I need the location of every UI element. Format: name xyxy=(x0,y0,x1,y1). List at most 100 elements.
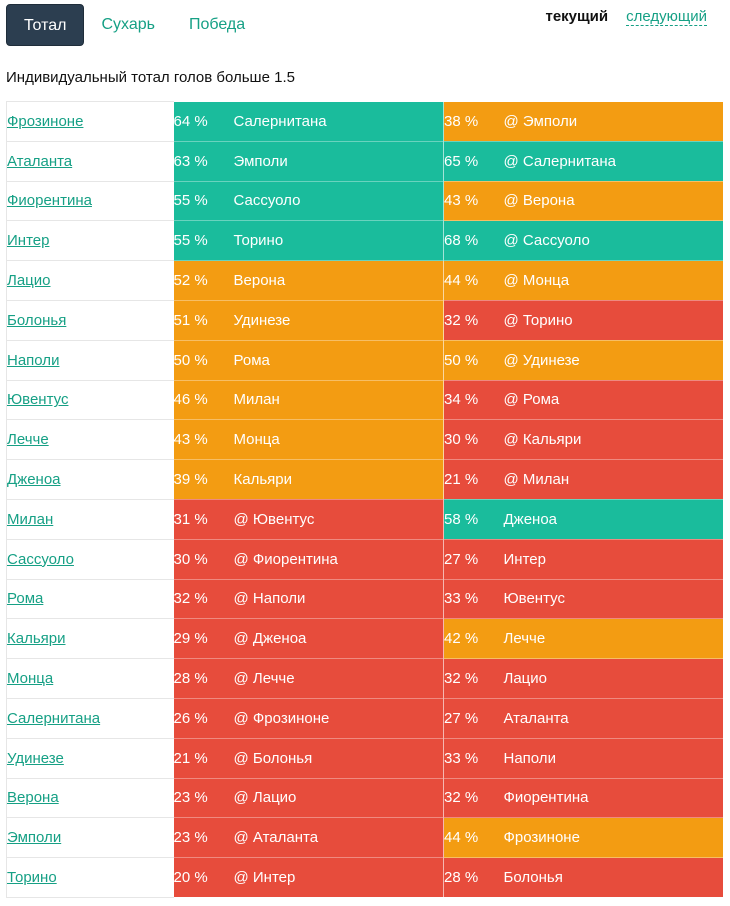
current-match-opponent: @ Наполи xyxy=(233,578,444,619)
current-match-opponent: Милан xyxy=(233,379,444,420)
current-match-percent: 51 % xyxy=(173,299,234,341)
table-row: Кальяри 29 % @ Дженоа 42 % Лечче xyxy=(6,618,723,659)
team-cell: Лацио xyxy=(6,260,174,301)
current-match-percent: 52 % xyxy=(173,260,234,301)
period-current[interactable]: текущий xyxy=(545,8,609,25)
next-match-opponent: @ Сассуоло xyxy=(503,220,723,261)
period-next[interactable]: следующий xyxy=(626,8,707,26)
team-link[interactable]: Сассуоло xyxy=(7,550,74,568)
team-link[interactable]: Монца xyxy=(7,670,54,688)
current-match-percent: 39 % xyxy=(173,459,234,500)
next-match-opponent: Фрозиноне xyxy=(503,817,723,858)
current-match-percent: 20 % xyxy=(173,857,234,898)
team-cell: Удинезе xyxy=(6,737,174,779)
team-link[interactable]: Лечче xyxy=(7,431,49,449)
current-match-opponent: Эмполи xyxy=(233,140,444,182)
team-link[interactable]: Милан xyxy=(7,510,54,528)
team-cell: Фрозиноне xyxy=(6,101,174,142)
tab-clean-sheet[interactable]: Сухарь xyxy=(101,16,155,33)
current-match-percent: 29 % xyxy=(173,618,234,659)
current-match-percent: 46 % xyxy=(173,379,234,420)
next-match-opponent: @ Удинезе xyxy=(503,339,723,381)
team-cell: Лечче xyxy=(6,419,174,460)
table-row: Верона 23 % @ Лацио 32 % Фиорентина xyxy=(6,777,723,818)
team-cell: Сассуоло xyxy=(6,538,174,580)
table-row: Лечче 43 % Монца 30 % @ Кальяри xyxy=(6,419,723,460)
table-row: Торино 20 % @ Интер 28 % Болонья xyxy=(6,857,723,898)
team-cell: Верона xyxy=(6,777,174,818)
table-row: Наполи 50 % Рома 50 % @ Удинезе xyxy=(6,339,723,381)
team-link[interactable]: Салернитана xyxy=(7,709,101,727)
table-row: Удинезе 21 % @ Болонья 33 % Наполи xyxy=(6,737,723,779)
next-match-percent: 44 % xyxy=(443,817,504,858)
current-match-opponent: @ Интер xyxy=(233,857,444,898)
team-cell: Салернитана xyxy=(6,697,174,739)
next-match-opponent: Дженоа xyxy=(503,498,723,540)
team-link[interactable]: Верона xyxy=(7,789,59,807)
team-link[interactable]: Болонья xyxy=(7,311,67,329)
table-row: Дженоа 39 % Кальяри 21 % @ Милан xyxy=(6,459,723,500)
table-row: Фиорентина 55 % Сассуоло 43 % @ Верона xyxy=(6,180,723,221)
team-link[interactable]: Ювентус xyxy=(7,391,69,409)
team-link[interactable]: Лацио xyxy=(7,272,51,290)
table-row: Эмполи 23 % @ Аталанта 44 % Фрозиноне xyxy=(6,817,723,858)
next-match-percent: 21 % xyxy=(443,459,504,500)
current-match-percent: 31 % xyxy=(173,498,234,540)
next-match-percent: 58 % xyxy=(443,498,504,540)
current-match-opponent: Салернитана xyxy=(233,101,444,142)
team-link[interactable]: Наполи xyxy=(7,351,60,369)
tab-win[interactable]: Победа xyxy=(188,16,246,33)
current-match-percent: 30 % xyxy=(173,538,234,580)
table-row: Фрозиноне 64 % Салернитана 38 % @ Эмполи xyxy=(6,101,723,142)
team-cell: Ювентус xyxy=(6,379,174,420)
next-match-percent: 32 % xyxy=(443,777,504,818)
team-link[interactable]: Рома xyxy=(7,590,44,608)
current-match-percent: 55 % xyxy=(173,180,234,221)
current-match-opponent: @ Лацио xyxy=(233,777,444,818)
team-link[interactable]: Удинезе xyxy=(7,749,64,767)
current-match-percent: 63 % xyxy=(173,140,234,182)
next-match-percent: 34 % xyxy=(443,379,504,420)
next-match-percent: 38 % xyxy=(443,101,504,142)
team-link[interactable]: Дженоа xyxy=(7,471,61,489)
current-match-percent: 55 % xyxy=(173,220,234,261)
table-row: Лацио 52 % Верона 44 % @ Монца xyxy=(6,260,723,301)
current-match-opponent: Сассуоло xyxy=(233,180,444,221)
team-cell: Болонья xyxy=(6,299,174,341)
table-row: Сассуоло 30 % @ Фиорентина 27 % Интер xyxy=(6,538,723,580)
next-match-opponent: @ Милан xyxy=(503,459,723,500)
current-match-percent: 64 % xyxy=(173,101,234,142)
current-match-opponent: Удинезе xyxy=(233,299,444,341)
team-link[interactable]: Эмполи xyxy=(7,829,62,847)
next-match-opponent: Ювентус xyxy=(503,578,723,619)
next-match-percent: 65 % xyxy=(443,140,504,182)
next-match-percent: 50 % xyxy=(443,339,504,381)
team-link[interactable]: Кальяри xyxy=(7,630,66,648)
team-link[interactable]: Интер xyxy=(7,232,50,250)
current-match-opponent: @ Ювентус xyxy=(233,498,444,540)
current-match-opponent: Верона xyxy=(233,260,444,301)
team-link[interactable]: Фиорентина xyxy=(7,192,92,210)
team-cell: Дженоа xyxy=(6,459,174,500)
table-row: Аталанта 63 % Эмполи 65 % @ Салернитана xyxy=(6,140,723,182)
current-match-percent: 21 % xyxy=(173,737,234,779)
current-match-opponent: Кальяри xyxy=(233,459,444,500)
current-match-percent: 43 % xyxy=(173,419,234,460)
next-match-percent: 42 % xyxy=(443,618,504,659)
next-match-opponent: Лацио xyxy=(503,658,723,699)
team-link[interactable]: Аталанта xyxy=(7,152,73,170)
next-match-percent: 33 % xyxy=(443,737,504,779)
stats-table: Фрозиноне 64 % Салернитана 38 % @ Эмполи Атал… xyxy=(6,101,723,898)
next-match-percent: 27 % xyxy=(443,697,504,739)
team-link[interactable]: Торино xyxy=(7,869,57,887)
team-cell: Фиорентина xyxy=(6,180,174,221)
team-link[interactable]: Фрозиноне xyxy=(7,112,84,130)
next-match-opponent: Наполи xyxy=(503,737,723,779)
next-match-opponent: @ Кальяри xyxy=(503,419,723,460)
next-match-percent: 32 % xyxy=(443,299,504,341)
team-cell: Кальяри xyxy=(6,618,174,659)
current-match-opponent: @ Дженоа xyxy=(233,618,444,659)
next-match-percent: 44 % xyxy=(443,260,504,301)
current-match-percent: 32 % xyxy=(173,578,234,619)
tab-total[interactable]: Тотал xyxy=(6,4,85,46)
